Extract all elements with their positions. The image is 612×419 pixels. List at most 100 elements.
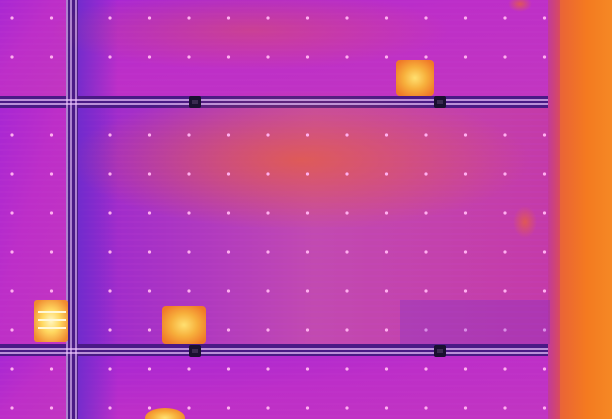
cell-point bbox=[266, 250, 270, 254]
cell-point bbox=[384, 250, 389, 254]
hotspot bbox=[162, 306, 206, 344]
cell-point bbox=[424, 16, 428, 20]
cell-point bbox=[305, 172, 310, 176]
cell-point bbox=[345, 172, 349, 176]
cell-point bbox=[226, 172, 231, 176]
cell-point bbox=[424, 55, 428, 59]
cell-point bbox=[187, 133, 191, 137]
cell-point bbox=[463, 16, 468, 20]
cell-point bbox=[503, 406, 507, 410]
cell-point bbox=[266, 133, 270, 137]
cell-point bbox=[503, 328, 507, 332]
cell-point bbox=[187, 16, 191, 20]
cell-point bbox=[187, 250, 191, 254]
cell-point bbox=[305, 133, 310, 137]
cell-point bbox=[49, 16, 54, 20]
cell-point bbox=[187, 289, 191, 293]
cell-point bbox=[266, 289, 270, 293]
cell-point bbox=[384, 367, 389, 371]
cell-point bbox=[226, 211, 231, 215]
cell-point bbox=[424, 328, 428, 332]
cell-point bbox=[463, 55, 468, 59]
cell-point bbox=[147, 172, 152, 176]
cell-point bbox=[463, 172, 468, 176]
cell-point bbox=[542, 55, 547, 59]
cell-point bbox=[226, 55, 231, 59]
cell-point bbox=[345, 55, 349, 59]
cell-point bbox=[108, 133, 112, 137]
cell-point bbox=[108, 211, 112, 215]
mounting-clamp-detail bbox=[192, 100, 198, 104]
cell-point bbox=[226, 367, 231, 371]
cell-point bbox=[147, 211, 152, 215]
hotspot bbox=[145, 408, 185, 419]
mounting-clamp-detail bbox=[437, 349, 443, 353]
mounting-clamp-detail bbox=[437, 100, 443, 104]
cell-point bbox=[226, 289, 231, 293]
cell-point bbox=[49, 172, 54, 176]
cell-point bbox=[10, 172, 14, 176]
cell-point bbox=[10, 406, 14, 410]
cell-point bbox=[345, 289, 349, 293]
cell-point bbox=[49, 55, 54, 59]
cell-point bbox=[503, 133, 507, 137]
cell-point bbox=[345, 250, 349, 254]
cool-strip bbox=[400, 300, 550, 344]
cell-point bbox=[108, 250, 112, 254]
cell-point bbox=[542, 172, 547, 176]
cell-point bbox=[305, 367, 310, 371]
roof-edge-hot bbox=[560, 0, 612, 419]
cell-point bbox=[463, 211, 468, 215]
cell-point bbox=[503, 16, 507, 20]
cell-point bbox=[266, 367, 270, 371]
cell-point bbox=[424, 211, 428, 215]
cell-point bbox=[345, 328, 349, 332]
cell-point bbox=[266, 55, 270, 59]
cell-point bbox=[503, 211, 507, 215]
warm-spot bbox=[508, 0, 532, 12]
cell-point bbox=[108, 172, 112, 176]
cell-point bbox=[542, 406, 547, 410]
cell-point bbox=[305, 406, 310, 410]
cell-point bbox=[542, 328, 547, 332]
cell-point bbox=[424, 406, 428, 410]
cell-point bbox=[424, 133, 428, 137]
cell-point bbox=[463, 133, 468, 137]
cell-point bbox=[10, 211, 14, 215]
cell-point bbox=[503, 289, 507, 293]
cell-point bbox=[108, 55, 112, 59]
cell-point bbox=[542, 289, 547, 293]
cell-point bbox=[147, 289, 152, 293]
cell-point bbox=[305, 55, 310, 59]
solar-panel-1 bbox=[0, 0, 66, 96]
cell-point bbox=[305, 250, 310, 254]
cell-point bbox=[542, 16, 547, 20]
cell-point bbox=[424, 250, 428, 254]
cell-point bbox=[49, 289, 54, 293]
cell-point bbox=[147, 55, 152, 59]
cell-point bbox=[384, 328, 389, 332]
cell-point bbox=[305, 211, 310, 215]
cell-point bbox=[266, 406, 270, 410]
cell-point bbox=[108, 328, 112, 332]
warm-spot bbox=[513, 206, 537, 238]
cell-point bbox=[503, 250, 507, 254]
cell-point bbox=[345, 211, 349, 215]
cell-point bbox=[463, 289, 468, 293]
cell-point bbox=[384, 211, 389, 215]
cell-point bbox=[49, 211, 54, 215]
cell-point bbox=[10, 289, 14, 293]
cell-point bbox=[542, 211, 547, 215]
cell-point bbox=[49, 406, 54, 410]
cell-point bbox=[384, 55, 389, 59]
cell-point bbox=[463, 328, 468, 332]
cell-point bbox=[147, 367, 152, 371]
cell-point bbox=[305, 16, 310, 20]
cell-point bbox=[49, 133, 54, 137]
cell-point bbox=[384, 172, 389, 176]
cell-point bbox=[384, 406, 389, 410]
warm-region bbox=[70, 90, 530, 230]
cell-point bbox=[226, 406, 231, 410]
